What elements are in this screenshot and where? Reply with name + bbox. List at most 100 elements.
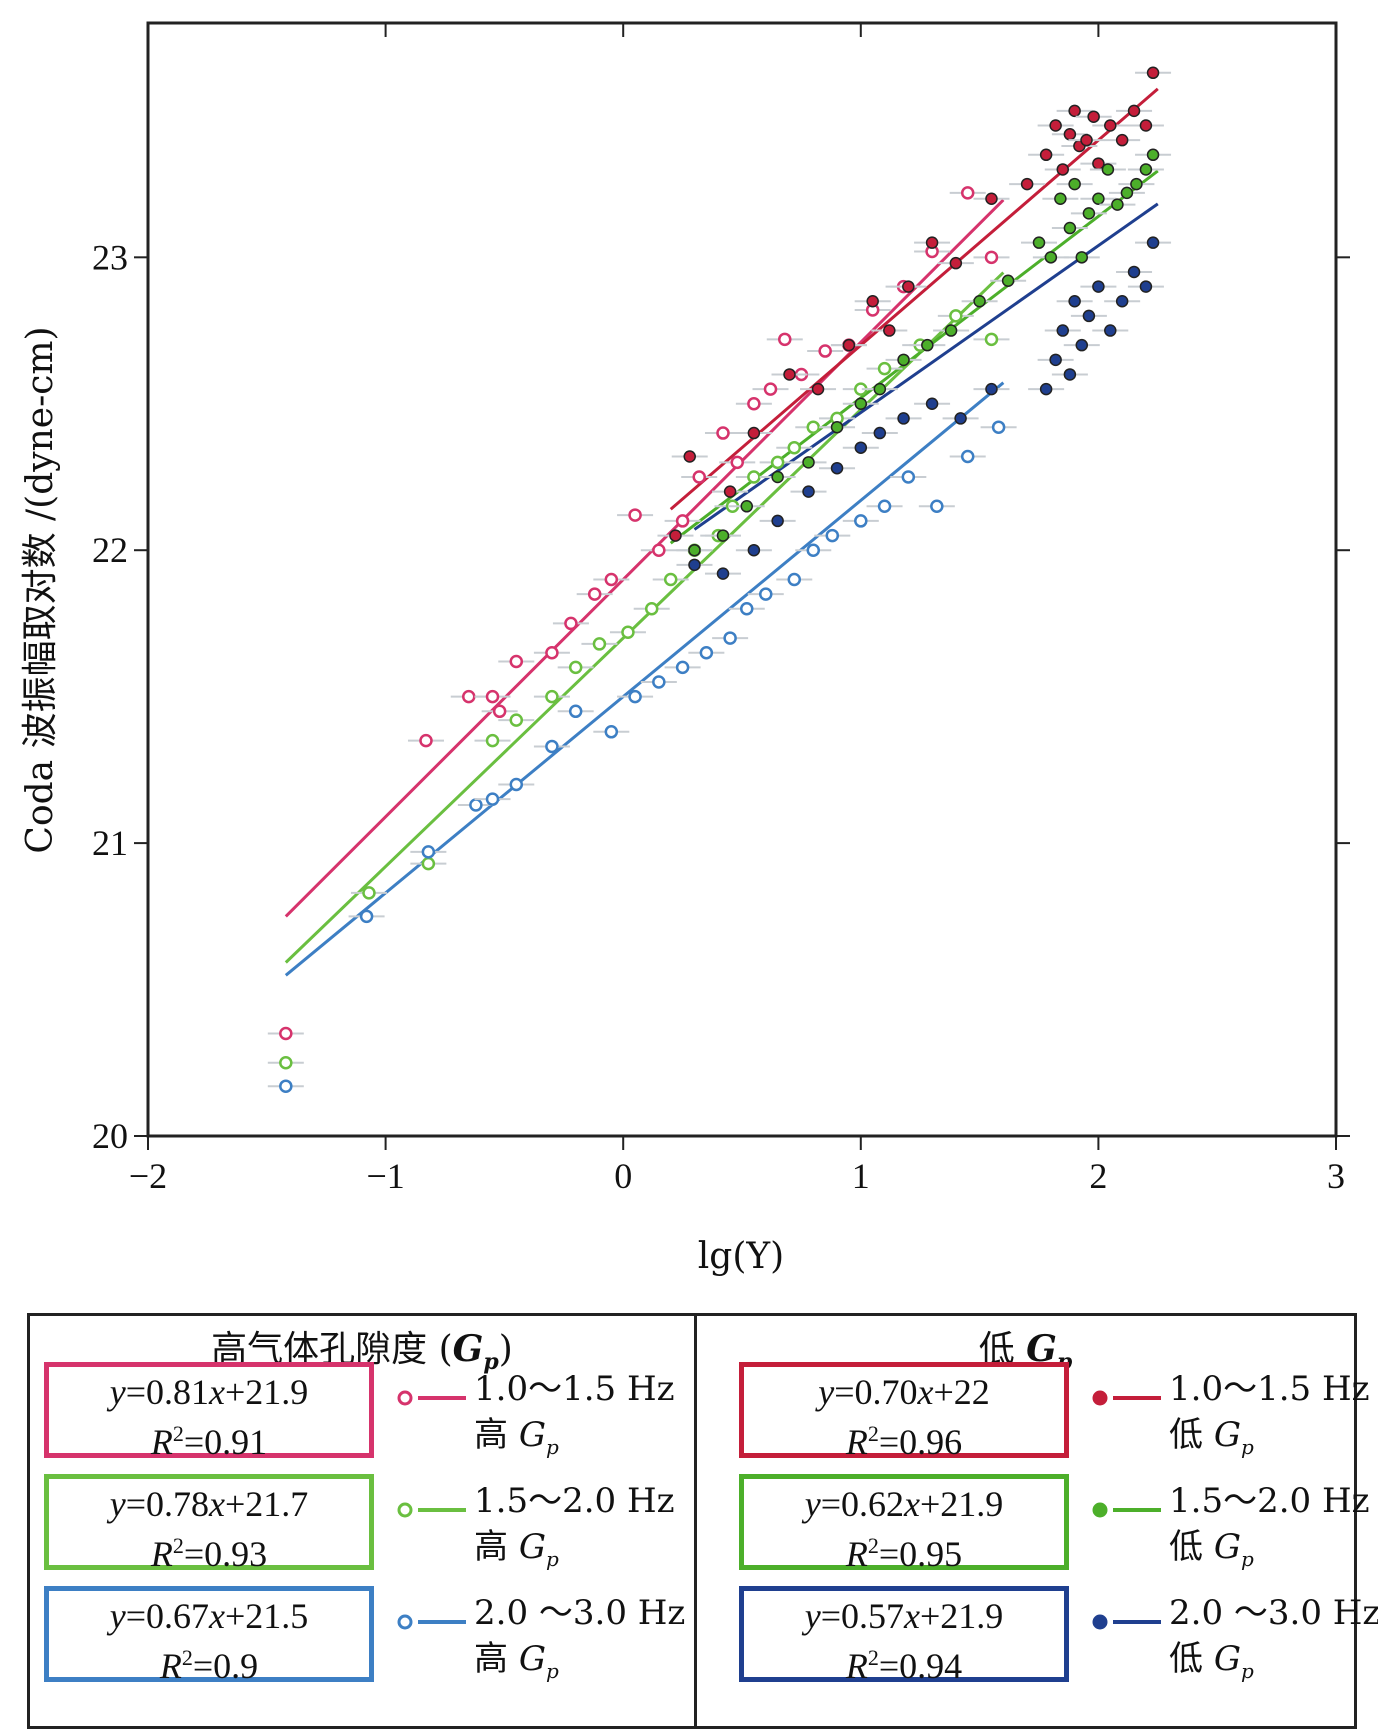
data-point-low-2	[897, 353, 910, 367]
data-point-high-2	[644, 602, 659, 616]
data-point-low-2	[1063, 221, 1077, 235]
fit-equation: y=0.78x+21.7	[109, 1484, 309, 1524]
legend-band-label: 1.5～2.0 Hz	[474, 1481, 675, 1521]
legend-label: 2.0 ～3.0 Hz 高 Gp	[474, 1590, 685, 1694]
data-point-high-3	[485, 792, 500, 806]
fit-line-high-2	[284, 271, 1005, 964]
data-point-low-3	[1146, 236, 1160, 249]
data-point-low-3	[1075, 338, 1089, 352]
data-point-low-3	[771, 514, 784, 528]
data-point-high-3	[723, 631, 737, 645]
legend-low-equation-2: y=0.62x+21.9 R2=0.95	[739, 1474, 1069, 1574]
x-tick-label: 2	[1089, 1156, 1107, 1196]
data-point-high-1	[492, 704, 507, 719]
legend-gp-label: 低 Gp	[1169, 1527, 1254, 1571]
data-point-high-1	[747, 397, 761, 411]
fit-equation: y=0.67x+21.5	[109, 1596, 309, 1636]
data-point-low-3	[854, 441, 868, 454]
data-point-low-2	[854, 397, 868, 411]
data-point-low-2	[1120, 186, 1134, 200]
fit-line-low-2	[669, 169, 1159, 545]
data-point-high-2	[279, 1056, 293, 1070]
data-point-high-3	[279, 1079, 293, 1093]
data-point-low-2	[830, 420, 844, 434]
data-point-low-2	[1092, 192, 1105, 205]
data-point-low-1	[1056, 163, 1070, 176]
data-point-low-1	[811, 382, 825, 396]
data-point-low-2	[1032, 236, 1046, 249]
fit-equation: y=0.81x+21.9	[109, 1372, 309, 1412]
legend-high-header-sub: p	[483, 1349, 499, 1376]
data-point-low-2	[716, 529, 730, 542]
data-point-high-2	[949, 309, 963, 323]
legend-high-gp: 高气体孔隙度 (Gp) y=0.81x+21.9 R2=0.91 1.0～1.5 H…	[30, 1316, 697, 1726]
legend-high-header-close: )	[498, 1329, 513, 1370]
data-point-low-1	[669, 529, 682, 542]
x-tick-label: −2	[129, 1156, 167, 1196]
data-point-high-3	[545, 739, 559, 754]
legend-high-equation-2: y=0.78x+21.7 R2=0.93	[44, 1474, 374, 1574]
data-point-low-3	[830, 461, 844, 475]
legend-marker-icon	[397, 1614, 466, 1630]
data-point-low-1	[925, 236, 939, 249]
data-point-high-3	[509, 777, 524, 792]
data-point-high-1	[604, 572, 619, 587]
data-point-low-3	[1092, 280, 1105, 293]
data-point-high-3	[740, 602, 754, 616]
data-point-low-2	[1130, 177, 1143, 191]
data-point-high-1	[628, 508, 642, 522]
data-point-high-2	[568, 660, 583, 675]
data-point-high-3	[568, 704, 583, 719]
data-point-low-3	[688, 558, 701, 572]
data-point-high-2	[362, 886, 376, 900]
fit-line-high-1	[284, 198, 1005, 918]
data-point-low-3	[873, 426, 887, 440]
data-point-low-1	[1063, 128, 1077, 141]
data-point-high-1	[716, 426, 730, 440]
fit-equation: y=0.57x+21.9	[804, 1596, 1004, 1636]
data-point-low-3	[1127, 265, 1141, 279]
x-axis-title: lg(Y)	[698, 1236, 784, 1277]
data-point-low-1	[1020, 177, 1034, 191]
data-point-low-1	[1139, 119, 1153, 132]
data-point-high-2	[621, 625, 635, 639]
y-tick-label: 23	[92, 237, 128, 277]
fit-line-high-3	[284, 381, 1005, 977]
data-point-high-1	[730, 455, 744, 470]
x-tick-label: 0	[614, 1156, 632, 1196]
r-squared: R2=0.95	[845, 1533, 963, 1574]
data-point-low-1	[902, 280, 915, 293]
legend-marker-icon	[397, 1502, 466, 1518]
legend-marker-icon	[1092, 1502, 1161, 1518]
data-point-high-2	[787, 440, 802, 455]
data-point-low-3	[747, 543, 761, 557]
legend-low-equation-1: y=0.70x+22 R2=0.96	[739, 1362, 1069, 1462]
data-point-low-1	[866, 295, 879, 308]
data-point-high-1	[509, 654, 524, 669]
data-point-high-3	[825, 528, 840, 543]
data-point-low-2	[1101, 163, 1115, 176]
data-point-high-3	[628, 689, 642, 704]
data-point-low-2	[1044, 251, 1058, 264]
data-point-low-1	[883, 324, 896, 337]
data-point-high-3	[759, 587, 773, 601]
data-point-high-1	[984, 250, 999, 265]
legend-band-label: 1.0～1.5 Hz	[1169, 1369, 1370, 1409]
data-point-high-3	[787, 572, 802, 587]
data-point-low-1	[1146, 66, 1160, 80]
data-point-low-1	[1080, 133, 1093, 147]
data-point-high-1	[652, 543, 666, 557]
data-point-low-1	[1039, 148, 1053, 162]
data-point-low-2	[1075, 251, 1089, 264]
legend-panel: 高气体孔隙度 (Gp) y=0.81x+21.9 R2=0.91 1.0～1.5 H…	[27, 1313, 1378, 1729]
data-point-high-3	[359, 909, 374, 924]
data-point-high-1	[692, 470, 706, 484]
data-point-low-1	[1127, 104, 1141, 118]
data-point-low-2	[771, 470, 784, 484]
data-point-high-1	[279, 1026, 293, 1041]
legend-band-label: 1.5～2.0 Hz	[1169, 1481, 1370, 1521]
x-tick-label: 3	[1327, 1156, 1345, 1196]
r-squared: R2=0.9	[159, 1645, 259, 1686]
data-point-high-3	[901, 470, 916, 484]
